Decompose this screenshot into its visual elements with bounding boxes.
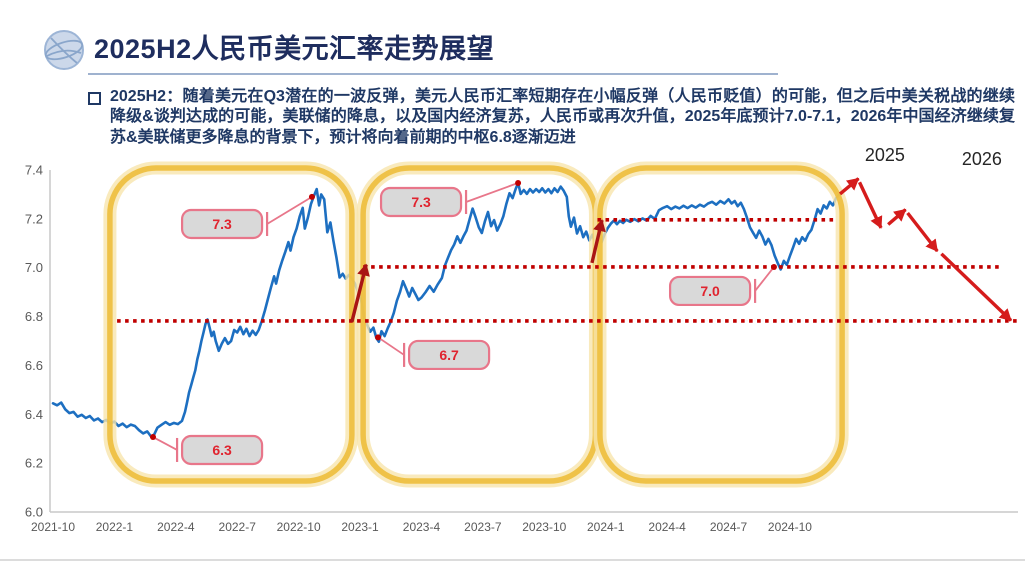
highlight-box [597, 165, 845, 484]
callout-label: 7.0 [700, 283, 720, 299]
y-tick-label: 6.8 [25, 309, 43, 324]
callout-label: 7.3 [212, 216, 232, 232]
callout-leader [754, 266, 775, 292]
callout-anchor-dot [149, 434, 156, 441]
callout-box [180, 434, 264, 466]
callout-box [379, 186, 463, 218]
page-title: 2025H2人民币美元汇率走势展望 [94, 34, 495, 64]
year-label: 2026 [962, 149, 1002, 169]
rate-line [51, 181, 841, 439]
highlight-box-glow [593, 161, 849, 488]
square-bullet-icon [88, 92, 101, 105]
forecast-arrow [906, 211, 939, 253]
forecast-arrow [887, 208, 907, 226]
summary-block: 2025H2：随着美元在Q3潜在的一波反弹，美元人民币汇率短期存在小幅反弹（人民… [88, 87, 1015, 148]
callout-label: 7.3 [411, 194, 431, 210]
title-underline [88, 73, 778, 75]
x-tick-label: 2024-10 [768, 520, 812, 534]
x-tick-label: 2023-1 [341, 520, 379, 534]
callout-leader [465, 182, 519, 203]
y-tick-label: 6.0 [25, 505, 43, 520]
summary-text: 2025H2：随着美元在Q3潜在的一波反弹，美元人民币汇率短期存在小幅反弹（人民… [110, 88, 1015, 146]
x-tick-label: 2022-4 [157, 520, 195, 534]
callout-label: 6.7 [439, 347, 459, 363]
callout-anchor-dot [308, 193, 315, 200]
callout-leader [152, 436, 178, 451]
x-tick-label: 2021-10 [31, 520, 75, 534]
x-tick-label: 2024-7 [710, 520, 748, 534]
callout-anchor-dot [770, 263, 777, 270]
pivot-step-arrow [590, 219, 606, 264]
x-tick-label: 2023-7 [464, 520, 502, 534]
x-tick-label: 2023-4 [403, 520, 441, 534]
globe-icon [40, 27, 88, 78]
callout-leader [377, 336, 405, 356]
x-tick-label: 2022-10 [277, 520, 321, 534]
y-tick-label: 6.4 [25, 407, 43, 422]
y-tick-label: 7.4 [25, 163, 43, 178]
callout-box [668, 275, 752, 307]
x-tick-label: 2022-7 [219, 520, 257, 534]
x-tick-label: 2024-1 [587, 520, 625, 534]
callout-label: 6.3 [212, 442, 232, 458]
highlight-box [107, 165, 355, 484]
forecast-arrow [838, 177, 860, 196]
y-tick-label: 6.6 [25, 358, 43, 373]
x-tick-label: 2024-4 [648, 520, 686, 534]
forecast-arrow [940, 252, 1013, 322]
y-tick-label: 7.2 [25, 211, 43, 226]
forecast-arrow [857, 181, 883, 229]
x-tick-label: 2023-10 [522, 520, 566, 534]
callout-leader [266, 196, 313, 225]
pivot-step-arrow [350, 263, 370, 323]
callout-box [407, 339, 491, 371]
year-label: 2025 [865, 145, 905, 165]
callout-anchor-dot [515, 179, 522, 186]
y-tick-label: 6.2 [25, 456, 43, 471]
callout-anchor-dot [375, 334, 382, 341]
y-tick-label: 7.0 [25, 260, 43, 275]
callout-box [180, 208, 264, 240]
x-tick-label: 2022-1 [96, 520, 134, 534]
